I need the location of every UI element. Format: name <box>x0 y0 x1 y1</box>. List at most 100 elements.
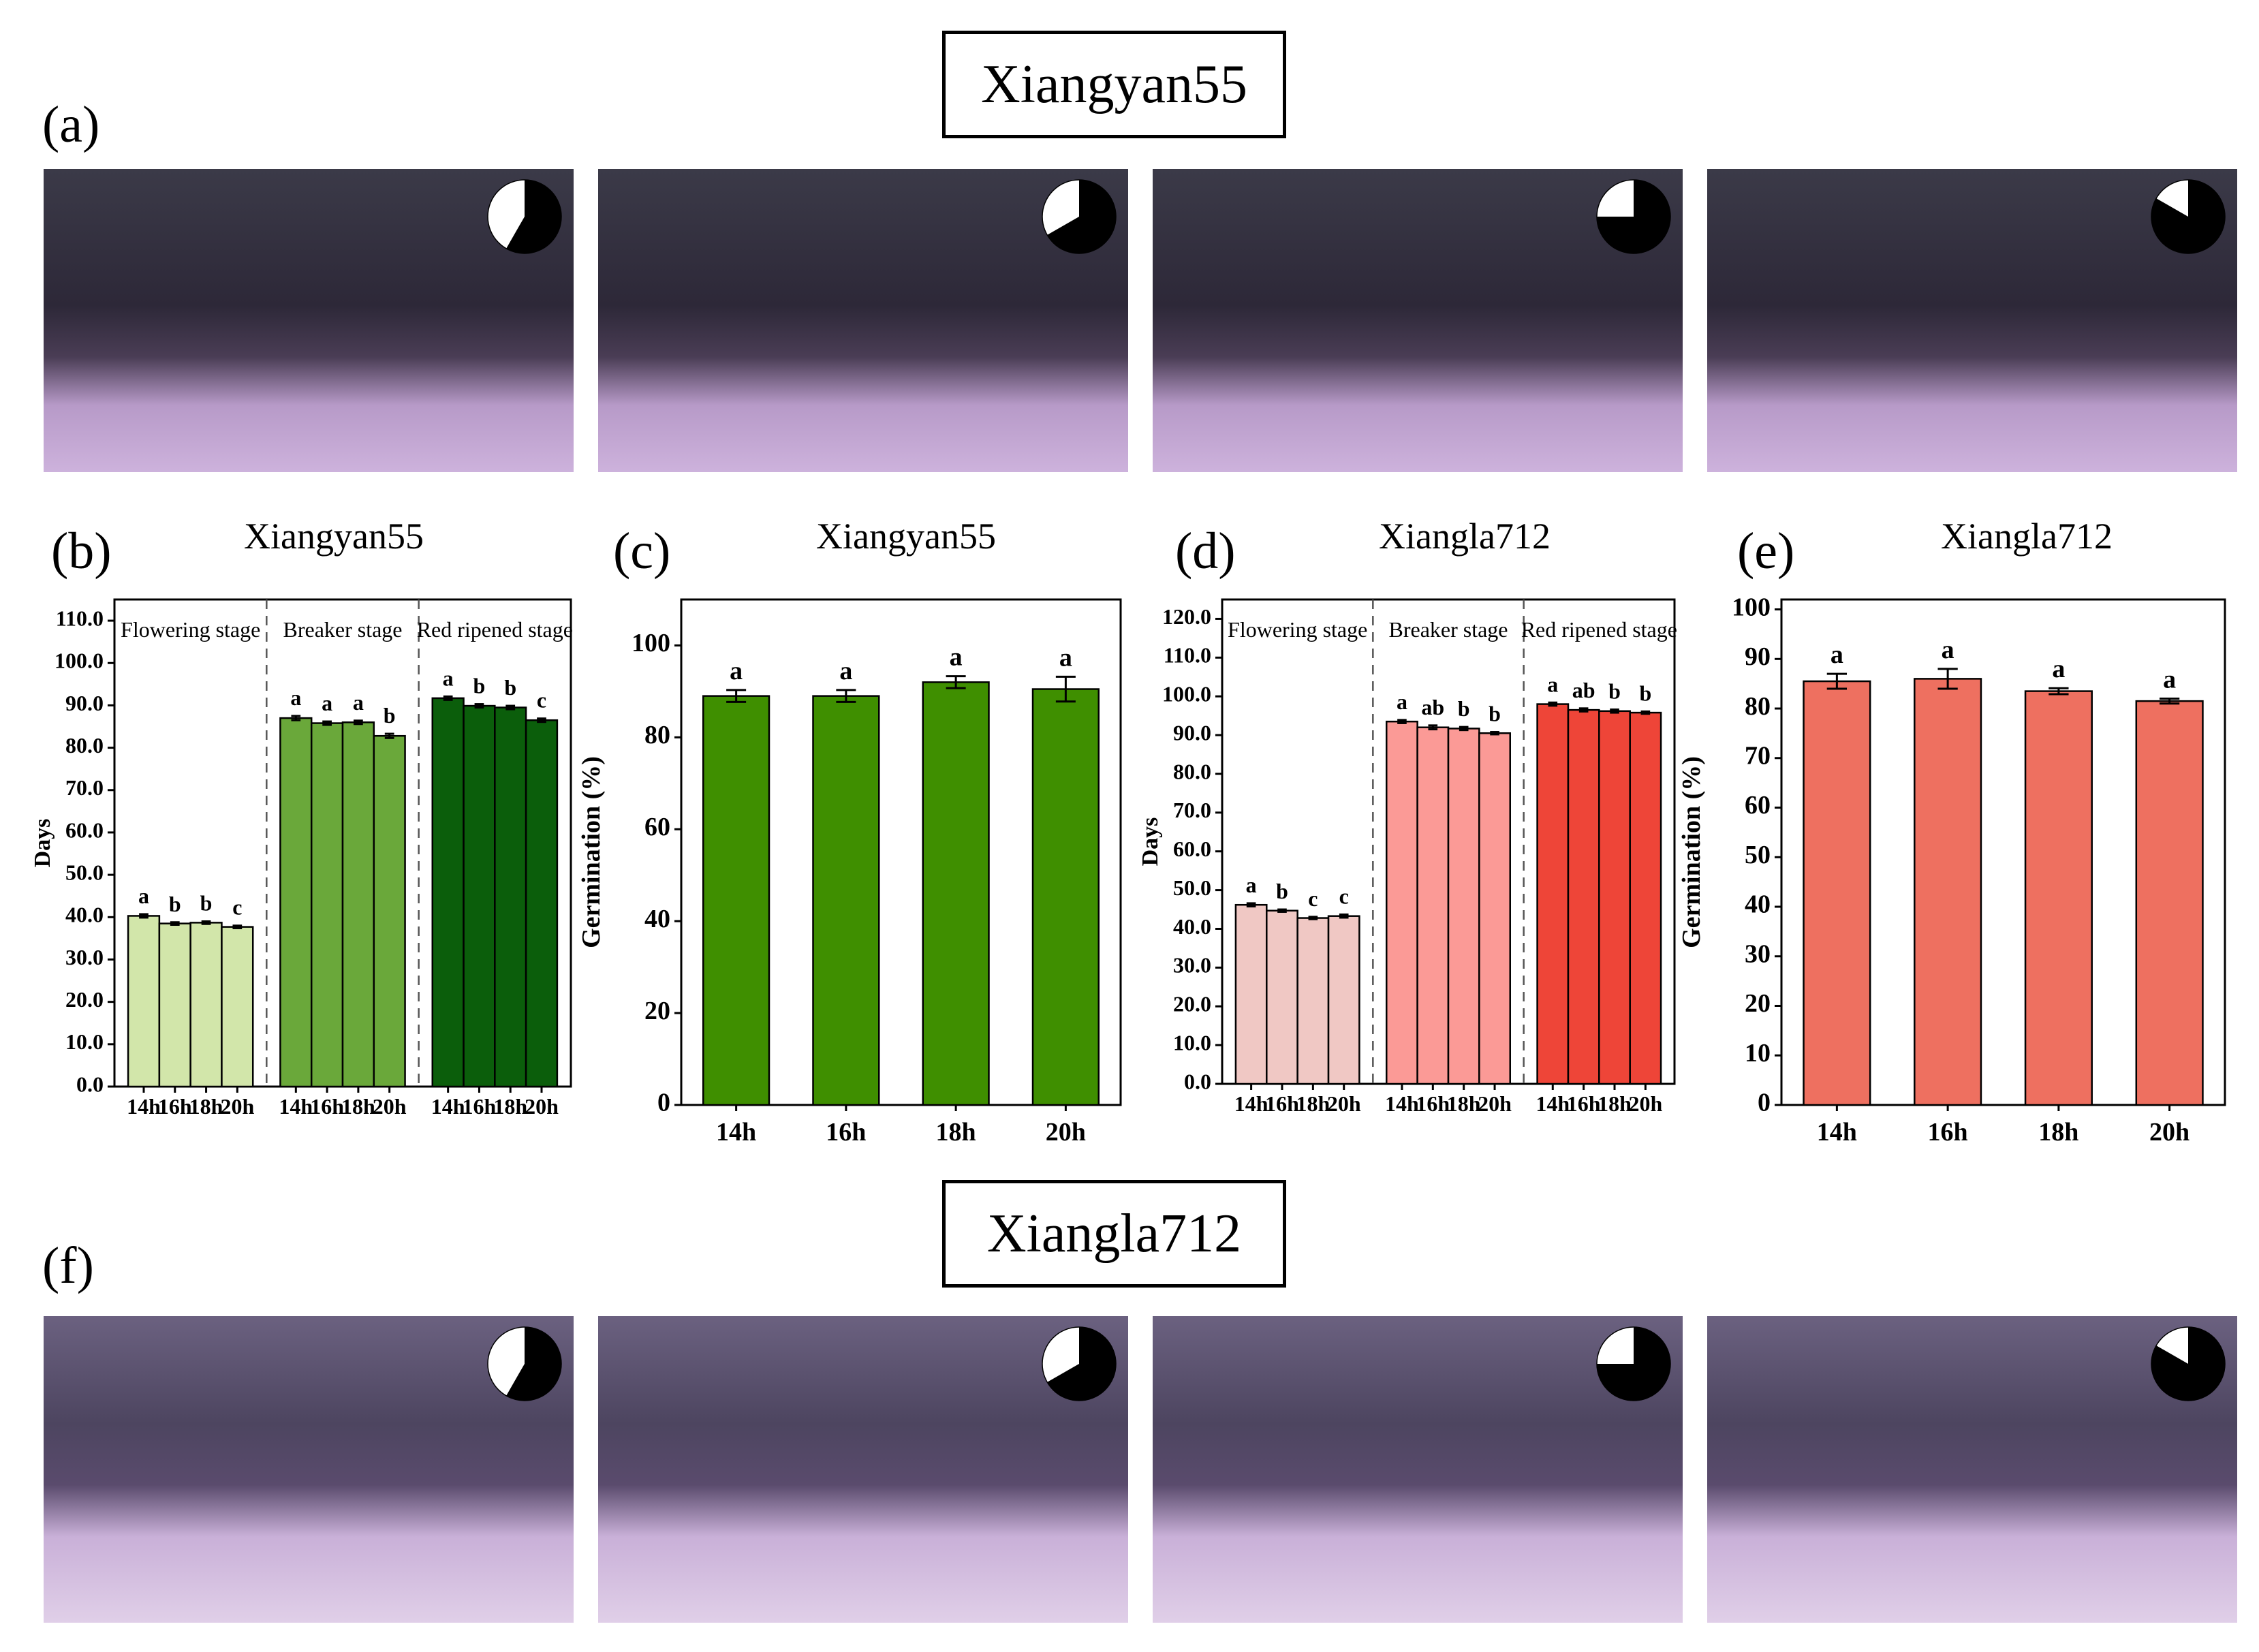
chart-e-ytick-label: 60 <box>1745 791 1771 820</box>
chart-c-bar-0 <box>702 695 770 1106</box>
chart-b-group-2-bar-2 <box>494 706 527 1088</box>
chart-c-frame <box>680 598 1122 1106</box>
photo-a-0-clock-label: 14h <box>529 211 553 229</box>
chart-b-ytick-label: 50.0 <box>65 860 104 884</box>
chart-e-bar-0 <box>1803 680 1871 1106</box>
chart-b-group-0-xtick-label-1: 16h <box>158 1094 192 1119</box>
chart-d-group-1-letter-2: b <box>1458 696 1470 721</box>
chart-c-letter-1: a <box>839 657 852 685</box>
chart-b-group-2-letter-0: a <box>443 666 454 690</box>
chart-d-group-2-xtick-label-3: 20h <box>1628 1091 1662 1116</box>
chart-b-ytick-label: 100.0 <box>54 649 104 673</box>
chart-d-ytick-label: 60.0 <box>1173 837 1211 861</box>
chart-c-xtick-label-0: 14h <box>716 1118 756 1147</box>
chart-b-group-1-letter-3: b <box>384 703 396 728</box>
chart-b-group-0-bar-2 <box>189 922 223 1088</box>
chart-e-ylabel: Germination (%) <box>1677 756 1706 948</box>
photo-a-3-clock-label: 20h <box>2192 211 2217 229</box>
chart-d-group-0-xtick-label-1: 16h <box>1265 1091 1299 1116</box>
chart-d-ytick-label: 50.0 <box>1173 875 1211 900</box>
photo-f-14h: 14h <box>44 1316 574 1623</box>
chart-b-ylabel: Days <box>30 819 55 868</box>
chart-b-ytick-label: 0.0 <box>76 1072 104 1096</box>
chart-e-ytick-label: 100 <box>1732 593 1771 621</box>
panel-label-d: (d) <box>1175 523 1236 580</box>
chart-d-group-0-bar-2 <box>1296 917 1330 1085</box>
chart-e-ytick-label: 20 <box>1745 989 1771 1018</box>
chart-b-group-2-letter-3: c <box>537 688 546 713</box>
chart-d-group-2-xtick-label-2: 18h <box>1598 1091 1632 1116</box>
chart-d-ytick-label: 100.0 <box>1162 682 1211 706</box>
chart-b-group-2-xtick-label-2: 18h <box>493 1094 527 1119</box>
chart-b-group-0-letter-3: c <box>232 895 242 920</box>
chart-c-bar-3 <box>1031 688 1100 1106</box>
chart-c-ytick-label: 80 <box>644 721 670 749</box>
chart-e-ytick-label: 80 <box>1745 692 1771 721</box>
chart-e-ytick-label: 30 <box>1745 939 1771 968</box>
chart-c-ytick-label: 20 <box>644 997 670 1025</box>
photo-f-1-clock-label: 16h <box>1083 1358 1108 1376</box>
photoperiod-clock-a-1: 16h <box>1042 179 1117 254</box>
chart-e-frame <box>1780 598 2226 1106</box>
chart-b-ytick-label: 60.0 <box>65 817 104 842</box>
bottom-title-box: Xiangla712 <box>942 1180 1286 1288</box>
chart-b-group-2-bar-1 <box>463 704 496 1088</box>
chart-d-ytick-label: 70.0 <box>1173 798 1211 822</box>
panel-label-a: (a) <box>42 96 100 153</box>
chart-b-group-2-xtick-label-1: 16h <box>463 1094 497 1119</box>
chart-d-group-0-xtick-label-0: 14h <box>1234 1091 1268 1116</box>
chart-d-group-2-letter-1: ab <box>1572 678 1595 702</box>
photo-a-1-clock-dark-sector <box>1047 180 1117 253</box>
chart-b-group-1-xtick-label-0: 14h <box>279 1094 313 1119</box>
chart-d-group-2-letter-3: b <box>1639 681 1651 705</box>
chart-d: Xiangla712 0.0 10.0 20.0 30.0 40.0 50.0 60.0 70.… <box>1138 516 1677 1116</box>
chart-d-group-2-bar-0 <box>1536 703 1570 1085</box>
chart-d-group-2-bar-3 <box>1629 711 1662 1085</box>
photo-a-16h: 16h <box>598 169 1128 472</box>
chart-b-group-0-xtick-label-2: 18h <box>189 1094 223 1119</box>
chart-d-ytick-label: 80.0 <box>1173 759 1211 783</box>
chart-d-group-label-1: Breaker stage <box>1388 617 1508 642</box>
chart-d-group-0-letter-2: c <box>1308 886 1318 911</box>
chart-d-group-2-bar-2 <box>1598 710 1631 1085</box>
chart-d-ytick-label: 90.0 <box>1173 720 1211 745</box>
photo-f-3-clock-dark-sector <box>2151 1327 2226 1401</box>
photo-f-2-clock-label: 18h <box>1638 1358 1662 1376</box>
chart-e-bar-3 <box>2135 700 2204 1106</box>
chart-b-group-0-xtick-label-0: 14h <box>127 1094 161 1119</box>
photoperiod-clock-a-3: 20h <box>2151 179 2226 254</box>
photo-f-16h: 16h <box>598 1316 1128 1623</box>
photo-a-3-clock-dark-sector <box>2151 180 2226 253</box>
chart-d-ytick-label: 0.0 <box>1184 1069 1211 1093</box>
photo-a-2-clock-dark-sector <box>1597 180 1670 253</box>
chart-d-group-2-letter-2: b <box>1608 679 1621 704</box>
chart-b-group-1-bar-2 <box>341 721 375 1088</box>
chart-c-bar-1 <box>812 695 880 1106</box>
chart-b-group-0-bar-1 <box>158 922 191 1088</box>
chart-b-group-label-1: Breaker stage <box>283 617 402 642</box>
chart-b-ytick-label: 90.0 <box>65 691 104 715</box>
chart-d-group-1-bar-2 <box>1447 728 1480 1085</box>
chart-d-group-label-2: Red ripened stage <box>1521 617 1677 642</box>
chart-c-xtick-label-2: 18h <box>936 1118 976 1147</box>
chart-d-ylabel: Days <box>1138 817 1163 867</box>
photo-f-20h: 20h <box>1707 1316 2237 1623</box>
chart-e-xtick-label-2: 18h <box>2038 1118 2078 1147</box>
chart-b-group-0-bar-3 <box>221 926 254 1088</box>
chart-b-ytick-label: 20.0 <box>65 987 104 1012</box>
photo-f-0-clock-dark-sector <box>506 1327 562 1401</box>
chart-e-title: Xiangla712 <box>1941 516 2113 557</box>
chart-d-group-1-xtick-label-2: 18h <box>1447 1091 1481 1116</box>
chart-b-group-2-xtick-label-0: 14h <box>431 1094 465 1119</box>
chart-e-bar-2 <box>2024 690 2093 1106</box>
chart-b-ytick-label: 40.0 <box>65 903 104 927</box>
chart-c-letter-3: a <box>1059 643 1072 672</box>
chart-c-letter-0: a <box>730 657 743 685</box>
photo-a-2-clock-label: 18h <box>1638 211 1662 229</box>
chart-d-group-0-xtick-label-3: 20h <box>1327 1091 1361 1116</box>
chart-b-group-label-2: Red ripened stage <box>417 617 573 642</box>
panel-label-f: (f) <box>42 1237 94 1294</box>
chart-d-group-1-xtick-label-1: 16h <box>1416 1091 1450 1116</box>
chart-b-group-1-xtick-label-3: 20h <box>373 1094 407 1119</box>
